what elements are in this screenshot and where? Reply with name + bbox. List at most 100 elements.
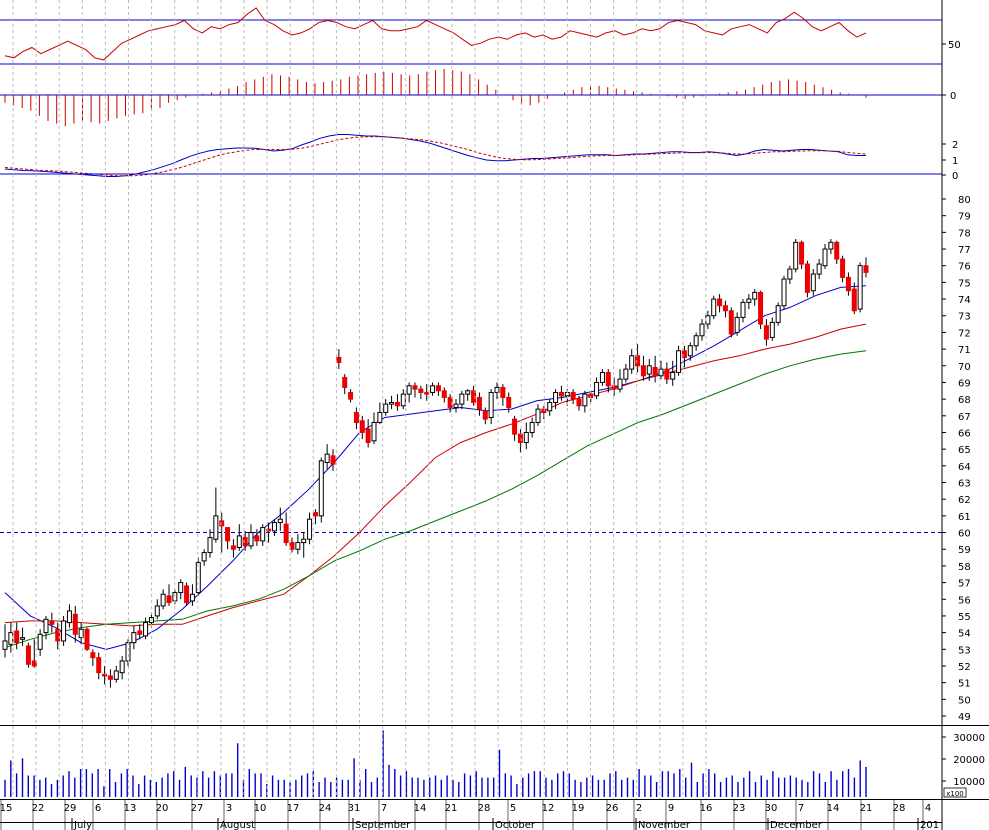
candle-down-body (840, 258, 846, 278)
candle (225, 527, 231, 550)
candle (746, 294, 752, 310)
candle (25, 642, 31, 668)
candle-up-body (131, 632, 137, 644)
candle-up-body (207, 537, 213, 554)
price-tick-label: 74 (958, 295, 971, 306)
candle-up-body (646, 365, 652, 375)
candle (676, 345, 682, 376)
candle (66, 604, 72, 628)
candle-down-body (471, 390, 477, 403)
candle-down-body (184, 585, 190, 604)
candle (810, 269, 816, 296)
candle (851, 282, 857, 315)
candle (277, 507, 283, 531)
candle-down-body (845, 276, 851, 292)
candle (611, 377, 617, 396)
price-tick-label: 66 (958, 428, 971, 439)
candle-up-body (535, 408, 541, 423)
candle-up-body (78, 628, 84, 639)
moving-average-red (4, 323, 867, 627)
candle (816, 259, 822, 280)
candle-up-body (752, 291, 758, 300)
candle (793, 239, 799, 273)
candle-down-body (312, 512, 318, 517)
candle (488, 389, 494, 425)
candle-down-body (330, 455, 336, 465)
candle (31, 639, 37, 668)
candle-up-body (746, 298, 752, 303)
candle-up-body (711, 298, 717, 317)
day-label: 22 (32, 803, 45, 814)
candle-up-body (160, 593, 166, 607)
candle (845, 272, 851, 296)
day-label: 17 (287, 803, 300, 814)
candle (775, 302, 781, 326)
candle (752, 289, 758, 306)
candle (119, 655, 125, 680)
candle-down-body (728, 310, 734, 335)
price-tick-label: 49 (958, 712, 971, 723)
candle-down-body (25, 645, 31, 665)
candle (506, 392, 512, 413)
candle (49, 612, 55, 633)
candle (365, 419, 371, 448)
candle (248, 524, 254, 550)
price-tick-label: 65 (958, 445, 971, 456)
candle (201, 549, 207, 566)
candle-up-body (599, 371, 605, 383)
price-tick-label: 56 (958, 595, 971, 606)
candle (143, 617, 149, 640)
day-label: 4 (925, 803, 931, 814)
day-label: 21 (445, 803, 458, 814)
candle-down-body (722, 305, 728, 312)
candle-up-body (389, 401, 395, 405)
day-label: 28 (478, 803, 491, 814)
month-label: August (220, 820, 255, 830)
candle (834, 240, 840, 265)
candle (857, 262, 863, 313)
candle (324, 444, 330, 470)
price-tick-label: 78 (958, 228, 971, 239)
month-label: October (495, 820, 536, 830)
price-tick-label: 76 (958, 262, 971, 273)
candle-down-body (14, 630, 20, 644)
month-label: November (638, 820, 691, 830)
candle (96, 652, 102, 680)
candle-down-body (664, 368, 670, 380)
candle (14, 622, 20, 650)
candle-down-body (336, 356, 342, 363)
candle-down-body (266, 528, 272, 532)
candle-up-body (658, 368, 664, 377)
candle-up-body (670, 371, 676, 380)
candle-down-body (482, 410, 488, 420)
rsi-panel: 50 (0, 7, 961, 65)
candle-down-body (418, 388, 424, 393)
candle-up-body (20, 637, 26, 640)
day-label: 28 (893, 803, 906, 814)
vertical-grid (12, 0, 707, 799)
candle-up-body (617, 378, 623, 390)
candle-down-body (570, 391, 576, 400)
x-axis: 15 22 29 6 13 20 27 3 10 17 24 31 7 14 21 28 5 12 19 26 2 9 16… (0, 799, 939, 830)
day-label: 7 (381, 803, 387, 814)
candle-up-body (37, 633, 43, 650)
price-tick-label: 52 (958, 662, 971, 673)
candle-up-body (189, 593, 195, 602)
candle (517, 429, 523, 453)
candle-down-body (283, 523, 289, 544)
candle-up-body (810, 273, 816, 292)
candle (699, 319, 705, 341)
candle-up-body (781, 278, 787, 307)
day-label: 14 (827, 803, 840, 814)
rsi-tick-label: 50 (948, 40, 961, 51)
candle-up-body (594, 381, 600, 397)
candle-up-body (857, 265, 863, 310)
candle-down-body (804, 263, 810, 293)
candle (658, 360, 664, 380)
candle (406, 382, 412, 403)
candle (394, 394, 400, 411)
price-tick-label: 60 (958, 529, 971, 540)
candle (377, 402, 383, 425)
candle (822, 244, 828, 270)
macd-panel: 2 1 0 (0, 134, 958, 182)
